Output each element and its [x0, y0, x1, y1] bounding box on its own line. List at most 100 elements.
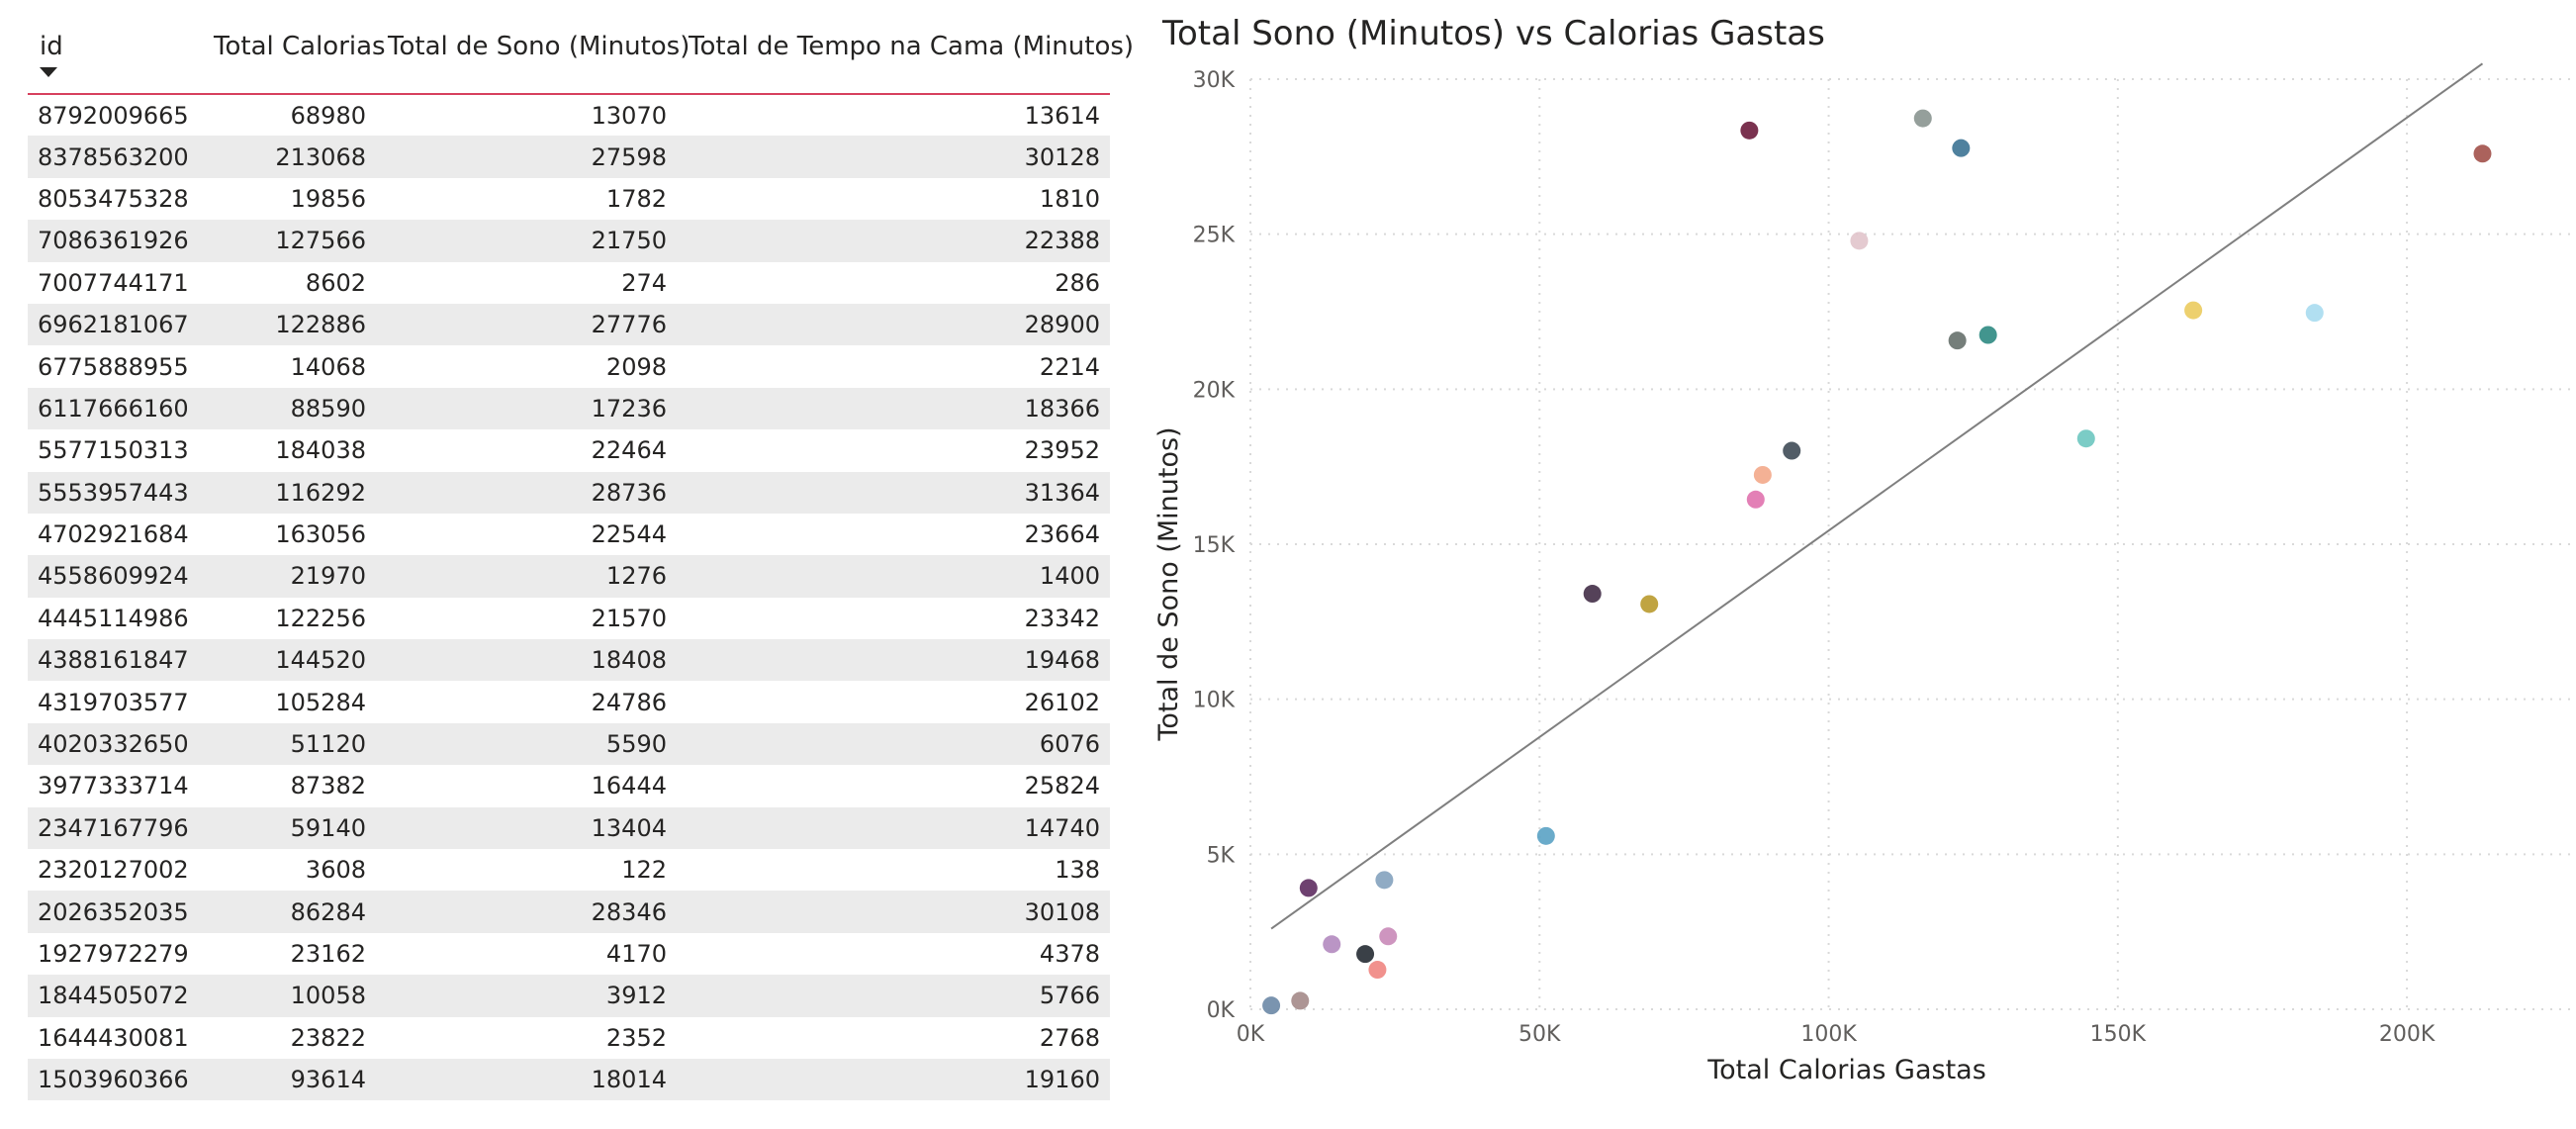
table-row[interactable]: 1644430081 23822 2352 2768 — [28, 1016, 1110, 1059]
cell-total-calorias: 3608 — [202, 849, 376, 892]
cell-total-calorias: 10058 — [202, 975, 376, 1017]
cell-total-tempo-cama: 138 — [677, 849, 1110, 892]
cell-id: 4445114986 — [28, 597, 202, 640]
data-point[interactable] — [1746, 490, 1765, 509]
y-tick-label: 20K — [1193, 378, 1236, 403]
data-point[interactable] — [2184, 301, 2203, 320]
table-row[interactable]: 2320127002 3608 122 138 — [28, 849, 1110, 892]
column-header-label: id — [40, 32, 63, 61]
table-header-row: id Total Calorias Total de Sono (Minutos… — [28, 22, 1134, 95]
column-header-label: Total Calorias — [214, 32, 386, 61]
data-point[interactable] — [1978, 326, 1997, 344]
data-point[interactable] — [1850, 232, 1869, 250]
x-axis-title: Total Calorias Gastas — [1706, 1055, 1986, 1085]
y-tick-label: 30K — [1193, 68, 1236, 93]
table-row[interactable]: 3977333714 87382 16444 25824 — [28, 765, 1110, 807]
cell-id: 4558609924 — [28, 555, 202, 598]
cell-total-sono: 274 — [376, 261, 677, 304]
cell-id: 6962181067 — [28, 303, 202, 346]
table-row[interactable]: 8378563200 213068 27598 30128 — [28, 136, 1110, 178]
data-point[interactable] — [1640, 595, 1659, 613]
cell-total-tempo-cama: 5766 — [677, 975, 1110, 1017]
table-row[interactable]: 2347167796 59140 13404 14740 — [28, 806, 1110, 850]
cell-id: 1844505072 — [28, 975, 202, 1017]
table-row[interactable]: 5577150313 184038 22464 23952 — [28, 429, 1110, 472]
table-row[interactable]: 6117666160 88590 17236 18366 — [28, 387, 1110, 430]
table-row[interactable]: 4020332650 51120 5590 6076 — [28, 722, 1110, 766]
cell-total-tempo-cama: 4378 — [677, 932, 1110, 976]
table-row[interactable]: 4445114986 122256 21570 23342 — [28, 597, 1110, 640]
data-point[interactable] — [2305, 304, 2324, 323]
column-header-total-tempo-cama[interactable]: Total de Tempo na Cama (Minutos) — [677, 22, 1134, 95]
data-point[interactable] — [1299, 879, 1318, 897]
cell-id: 6117666160 — [28, 387, 202, 430]
data-point[interactable] — [1262, 996, 1281, 1015]
data-point[interactable] — [1536, 826, 1555, 845]
cell-total-calorias: 21970 — [202, 555, 376, 598]
cell-total-sono: 13070 — [376, 94, 677, 137]
data-point[interactable] — [1948, 331, 1967, 350]
table-row[interactable]: 7086361926 127566 21750 22388 — [28, 220, 1110, 262]
cell-total-sono: 1782 — [376, 177, 677, 221]
data-point[interactable] — [1783, 441, 1801, 460]
column-header-total-sono[interactable]: Total de Sono (Minutos) — [376, 22, 690, 95]
data-point[interactable] — [1291, 991, 1310, 1010]
cell-total-tempo-cama: 19468 — [677, 639, 1110, 682]
cell-total-sono: 22544 — [376, 513, 677, 556]
data-point[interactable] — [2076, 429, 2095, 448]
cell-total-tempo-cama: 13614 — [677, 94, 1110, 137]
data-point[interactable] — [1379, 927, 1398, 946]
column-header-id[interactable]: id — [28, 22, 202, 95]
data-point[interactable] — [1952, 139, 1971, 157]
scatter-chart: 0K 50K 100K 150K 200K 0K 5K 10K 15K 20K 25K 30K Tot… — [1153, 62, 2576, 1085]
x-tick-label: 150K — [2090, 1022, 2147, 1047]
data-point[interactable] — [1740, 121, 1759, 140]
cell-total-calorias: 23162 — [202, 932, 376, 976]
y-tick-label: 15K — [1193, 533, 1236, 558]
x-tick-label: 0K — [1237, 1022, 1265, 1047]
cell-total-calorias: 184038 — [202, 429, 376, 472]
cell-id: 2320127002 — [28, 849, 202, 892]
sort-descending-icon[interactable] — [40, 67, 57, 77]
cell-total-calorias: 93614 — [202, 1058, 376, 1101]
table-row[interactable]: 6962181067 122886 27776 28900 — [28, 303, 1110, 346]
table-row[interactable]: 7007744171 8602 274 286 — [28, 261, 1110, 304]
scatter-chart-visual: Total Sono (Minutos) vs Calorias Gastas … — [1148, 0, 2576, 1129]
cell-total-tempo-cama: 30128 — [677, 136, 1110, 178]
cell-total-tempo-cama: 2214 — [677, 345, 1110, 388]
table-row[interactable]: 6775888955 14068 2098 2214 — [28, 345, 1110, 388]
table-row[interactable]: 8792009665 68980 13070 13614 — [28, 94, 1110, 137]
cell-id: 2026352035 — [28, 891, 202, 933]
data-point[interactable] — [1375, 871, 1394, 890]
cell-id: 8378563200 — [28, 136, 202, 178]
cell-total-tempo-cama: 26102 — [677, 681, 1110, 723]
table-row[interactable]: 4319703577 105284 24786 26102 — [28, 681, 1110, 723]
column-header-total-calorias[interactable]: Total Calorias — [202, 22, 386, 95]
cell-total-calorias: 19856 — [202, 177, 376, 221]
cell-id: 1644430081 — [28, 1016, 202, 1059]
table-row[interactable]: 8053475328 19856 1782 1810 — [28, 177, 1110, 221]
data-point[interactable] — [1583, 585, 1602, 604]
table-row[interactable]: 2026352035 86284 28346 30108 — [28, 891, 1110, 933]
data-point[interactable] — [1323, 935, 1341, 954]
table-row[interactable]: 5553957443 116292 28736 31364 — [28, 471, 1110, 514]
data-point[interactable] — [1356, 945, 1375, 964]
table-row[interactable]: 4702921684 163056 22544 23664 — [28, 513, 1110, 556]
data-point[interactable] — [1753, 465, 1772, 484]
cell-total-tempo-cama: 1810 — [677, 177, 1110, 221]
cell-total-calorias: 127566 — [202, 220, 376, 262]
table-row[interactable]: 4388161847 144520 18408 19468 — [28, 639, 1110, 682]
cell-total-tempo-cama: 28900 — [677, 303, 1110, 346]
cell-total-sono: 24786 — [376, 681, 677, 723]
data-point[interactable] — [2473, 144, 2492, 163]
cell-total-sono: 5590 — [376, 722, 677, 766]
cell-id: 8053475328 — [28, 177, 202, 221]
data-point[interactable] — [1913, 109, 1932, 128]
table-row[interactable]: 1927972279 23162 4170 4378 — [28, 932, 1110, 976]
cell-total-calorias: 122886 — [202, 303, 376, 346]
data-point[interactable] — [1368, 961, 1387, 980]
cell-total-calorias: 86284 — [202, 891, 376, 933]
table-row[interactable]: 1503960366 93614 18014 19160 — [28, 1058, 1110, 1101]
table-row[interactable]: 4558609924 21970 1276 1400 — [28, 555, 1110, 598]
table-row[interactable]: 1844505072 10058 3912 5766 — [28, 975, 1110, 1017]
